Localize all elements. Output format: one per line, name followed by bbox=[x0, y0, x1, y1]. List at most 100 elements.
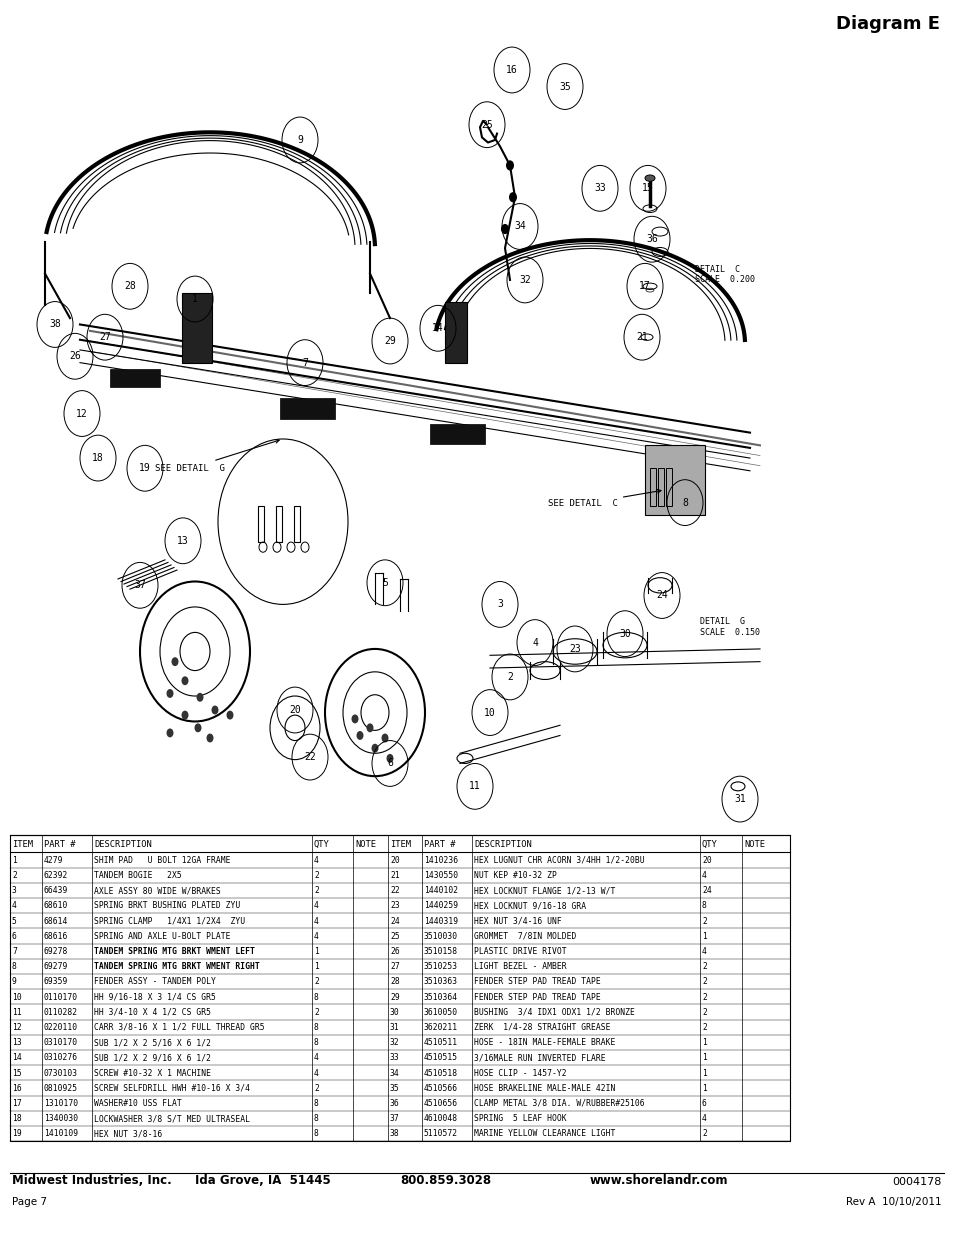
Text: 38: 38 bbox=[49, 320, 61, 330]
Text: SPRING AND AXLE U-BOLT PLATE: SPRING AND AXLE U-BOLT PLATE bbox=[94, 931, 231, 941]
Text: 1: 1 bbox=[701, 1053, 706, 1062]
Text: 4510511: 4510511 bbox=[423, 1039, 457, 1047]
Text: 8: 8 bbox=[701, 902, 706, 910]
Text: 0310170: 0310170 bbox=[44, 1039, 78, 1047]
Text: DETAIL  C
SCALE  0.200: DETAIL C SCALE 0.200 bbox=[695, 264, 754, 284]
Text: 35: 35 bbox=[558, 82, 570, 91]
Text: 22: 22 bbox=[390, 885, 399, 895]
Text: 66439: 66439 bbox=[44, 885, 69, 895]
Text: 31: 31 bbox=[390, 1023, 399, 1032]
Circle shape bbox=[181, 710, 189, 720]
Circle shape bbox=[505, 161, 514, 170]
Text: CLAMP METAL 3/8 DIA. W/RUBBER#25106: CLAMP METAL 3/8 DIA. W/RUBBER#25106 bbox=[474, 1099, 644, 1108]
Text: TANDEM BOGIE   2X5: TANDEM BOGIE 2X5 bbox=[94, 871, 182, 879]
Text: 3510030: 3510030 bbox=[423, 931, 457, 941]
Text: BUSHING  3/4 IDX1 ODX1 1/2 BRONZE: BUSHING 3/4 IDX1 ODX1 1/2 BRONZE bbox=[474, 1008, 634, 1016]
Text: 28: 28 bbox=[390, 977, 399, 987]
FancyBboxPatch shape bbox=[110, 369, 160, 387]
Text: 37: 37 bbox=[390, 1114, 399, 1123]
Text: ZERK  1/4-28 STRAIGHT GREASE: ZERK 1/4-28 STRAIGHT GREASE bbox=[474, 1023, 610, 1032]
Text: Midwest Industries, Inc.: Midwest Industries, Inc. bbox=[12, 1173, 172, 1187]
Text: 2: 2 bbox=[314, 977, 318, 987]
Text: LOCKWASHER 3/8 S/T MED ULTRASEAL: LOCKWASHER 3/8 S/T MED ULTRASEAL bbox=[94, 1114, 250, 1123]
Text: 33: 33 bbox=[390, 1053, 399, 1062]
Text: 2: 2 bbox=[314, 871, 318, 879]
Circle shape bbox=[212, 705, 218, 715]
Text: ITEM: ITEM bbox=[390, 840, 411, 848]
Text: 4: 4 bbox=[701, 1114, 706, 1123]
Text: 2: 2 bbox=[701, 1008, 706, 1016]
Text: 30: 30 bbox=[390, 1008, 399, 1016]
Text: FENDER STEP PAD TREAD TAPE: FENDER STEP PAD TREAD TAPE bbox=[474, 993, 600, 1002]
Text: 20: 20 bbox=[701, 856, 711, 864]
Bar bbox=[182, 293, 212, 363]
Text: 800.859.3028: 800.859.3028 bbox=[399, 1173, 491, 1187]
Text: 13: 13 bbox=[177, 536, 189, 546]
Bar bbox=[665, 468, 671, 506]
Text: HOSE BRAKELINE MALE-MALE 42IN: HOSE BRAKELINE MALE-MALE 42IN bbox=[474, 1084, 615, 1093]
Text: 2: 2 bbox=[507, 672, 513, 682]
Text: 7: 7 bbox=[302, 358, 308, 368]
Text: 38: 38 bbox=[390, 1129, 399, 1139]
Circle shape bbox=[226, 710, 233, 720]
Text: 2: 2 bbox=[701, 1129, 706, 1139]
Bar bbox=[10, 835, 789, 1141]
Text: 32: 32 bbox=[518, 275, 530, 285]
Text: 1: 1 bbox=[314, 962, 318, 971]
Text: 1440319: 1440319 bbox=[423, 916, 457, 925]
Text: 12: 12 bbox=[12, 1023, 22, 1032]
Bar bbox=[257, 506, 264, 542]
Text: 8: 8 bbox=[681, 498, 687, 508]
Text: 4: 4 bbox=[701, 871, 706, 879]
Text: QTY: QTY bbox=[701, 840, 717, 848]
Text: 20: 20 bbox=[390, 856, 399, 864]
Text: 2: 2 bbox=[701, 962, 706, 971]
Text: QTY: QTY bbox=[314, 840, 330, 848]
Text: 4510566: 4510566 bbox=[423, 1084, 457, 1093]
Text: 3510364: 3510364 bbox=[423, 993, 457, 1002]
Text: 33: 33 bbox=[594, 183, 605, 194]
Text: 2: 2 bbox=[701, 916, 706, 925]
Text: DETAIL  G
SCALE  0.150: DETAIL G SCALE 0.150 bbox=[700, 618, 760, 636]
Text: 29: 29 bbox=[390, 993, 399, 1002]
Text: SCREW #10-32 X 1 MACHINE: SCREW #10-32 X 1 MACHINE bbox=[94, 1068, 211, 1077]
Text: 21: 21 bbox=[390, 871, 399, 879]
Text: HEX LUGNUT CHR ACORN 3/4HH 1/2-20BU: HEX LUGNUT CHR ACORN 3/4HH 1/2-20BU bbox=[474, 856, 644, 864]
Text: GROMMET  7/8IN MOLDED: GROMMET 7/8IN MOLDED bbox=[474, 931, 576, 941]
Text: www.shorelandr.com: www.shorelandr.com bbox=[589, 1173, 728, 1187]
Text: 4610048: 4610048 bbox=[423, 1114, 457, 1123]
Text: 30: 30 bbox=[618, 629, 630, 638]
Text: 68610: 68610 bbox=[44, 902, 69, 910]
Text: 1: 1 bbox=[701, 1084, 706, 1093]
Text: NUT KEP #10-32 ZP: NUT KEP #10-32 ZP bbox=[474, 871, 557, 879]
Text: 2: 2 bbox=[701, 977, 706, 987]
Text: LIGHT BEZEL - AMBER: LIGHT BEZEL - AMBER bbox=[474, 962, 566, 971]
Text: 26: 26 bbox=[69, 351, 81, 362]
Text: 11: 11 bbox=[469, 782, 480, 792]
Text: 17: 17 bbox=[639, 282, 650, 291]
Text: HEX LOCKNUT 9/16-18 GRA: HEX LOCKNUT 9/16-18 GRA bbox=[474, 902, 585, 910]
Text: 1410236: 1410236 bbox=[423, 856, 457, 864]
Text: 4: 4 bbox=[314, 1068, 318, 1077]
Text: 8: 8 bbox=[12, 962, 17, 971]
Circle shape bbox=[196, 693, 203, 701]
Text: 19: 19 bbox=[12, 1129, 22, 1139]
Text: 13: 13 bbox=[12, 1039, 22, 1047]
Text: 34: 34 bbox=[514, 221, 525, 231]
Text: 15: 15 bbox=[641, 183, 653, 194]
Text: 35: 35 bbox=[390, 1084, 399, 1093]
Text: 2: 2 bbox=[314, 885, 318, 895]
Text: 7: 7 bbox=[12, 947, 17, 956]
Text: 5: 5 bbox=[12, 916, 17, 925]
Text: FENDER ASSY - TANDEM POLY: FENDER ASSY - TANDEM POLY bbox=[94, 977, 215, 987]
Text: DESCRIPTION: DESCRIPTION bbox=[94, 840, 152, 848]
Text: Ida Grove, IA  51445: Ida Grove, IA 51445 bbox=[194, 1173, 331, 1187]
Text: FENDER STEP PAD TREAD TAPE: FENDER STEP PAD TREAD TAPE bbox=[474, 977, 600, 987]
Text: 21: 21 bbox=[636, 332, 647, 342]
Text: 1: 1 bbox=[701, 931, 706, 941]
Text: Diagram E: Diagram E bbox=[835, 15, 939, 33]
Text: 3510253: 3510253 bbox=[423, 962, 457, 971]
Text: PLASTIC DRIVE RIVOT: PLASTIC DRIVE RIVOT bbox=[474, 947, 566, 956]
Text: 25: 25 bbox=[480, 120, 493, 130]
Text: 24: 24 bbox=[390, 916, 399, 925]
